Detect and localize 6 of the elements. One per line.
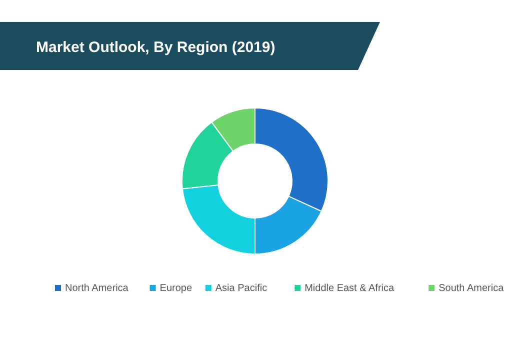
legend-label: North America — [65, 283, 129, 294]
legend-label: Europe — [160, 283, 192, 294]
legend-label: South America — [438, 283, 504, 294]
legend-label: Asia Pacific — [215, 283, 268, 294]
chart-title: Market Outlook, By Region (2019) — [36, 39, 276, 56]
legend-label: Middle East & Africa — [304, 283, 395, 294]
